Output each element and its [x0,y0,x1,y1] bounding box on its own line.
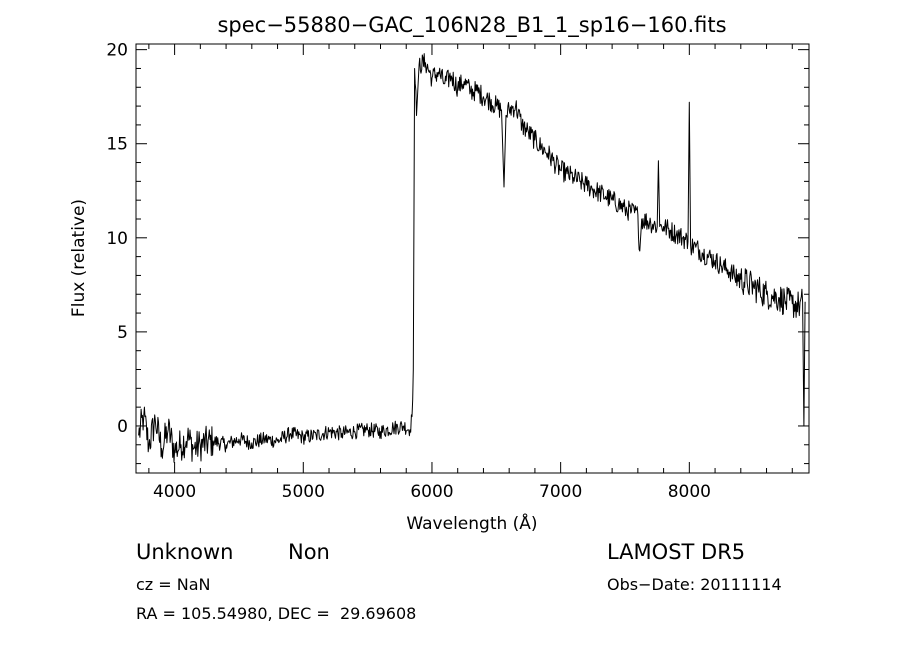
coordinates-text: RA = 105.54980, DEC = 29.69608 [136,604,417,623]
y-tick-label: 15 [106,135,128,155]
spectrum-line [138,53,806,463]
plot-frame [135,43,810,474]
axis-ticks [136,44,809,473]
axis-tick-labels: 4000 5000 6000 7000 8000 0 5 10 15 20 [106,41,711,502]
y-tick-label: 0 [117,417,128,437]
y-tick-label: 10 [106,229,128,249]
classification-text: Unknown [136,540,234,564]
y-tick-label: 5 [117,323,128,343]
x-tick-label: 6000 [410,482,453,502]
x-tick-label: 4000 [153,482,196,502]
x-axis-label: Wavelength (Å) [406,512,537,534]
x-tick-label: 8000 [668,482,711,502]
chart-title: spec−55880−GAC_106N28_B1_1_sp16−160.fits [217,13,726,38]
x-tick-label: 5000 [282,482,325,502]
y-axis-label: Flux (relative) [69,199,89,317]
y-tick-label: 20 [106,41,128,61]
subclass-text: Non [288,540,330,564]
survey-label: LAMOST DR5 [607,540,746,564]
x-tick-label: 7000 [539,482,582,502]
redshift-text: cz = NaN [136,575,211,594]
obs-date-text: Obs−Date: 20111114 [607,575,782,594]
